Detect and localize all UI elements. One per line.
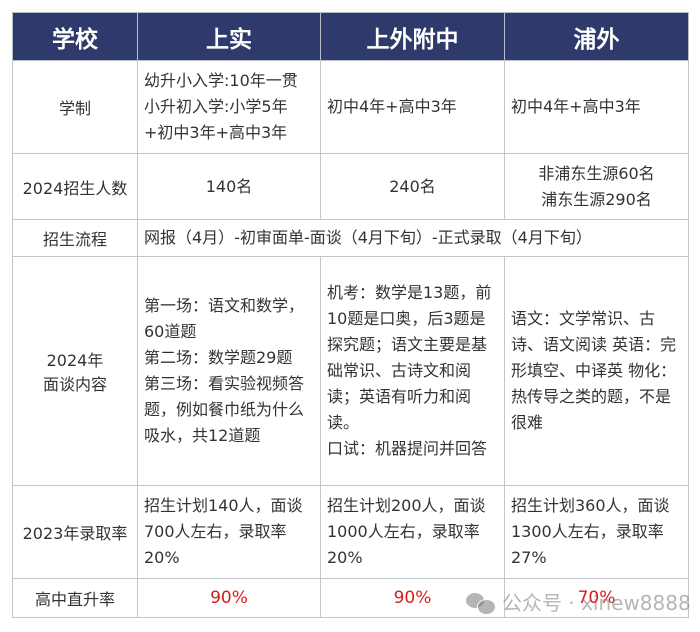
- row-admission-process: 招生流程 网报（4月）-初审面单-面谈（4月下旬）-正式录取（4月下旬）: [12, 219, 689, 257]
- cell: 非浦东生源60名 浦东生源290名: [504, 153, 689, 220]
- cell: 初中4年+高中3年: [504, 60, 689, 154]
- cell: 初中4年+高中3年: [320, 60, 505, 154]
- header-row: 学校 上实 上外附中 浦外: [12, 12, 689, 61]
- row-label: 2024年 面谈内容: [12, 256, 138, 486]
- row-school-system: 学制 幼升小入学:10年一贯 小升初入学:小学5年 +初中3年+高中3年 初中4…: [12, 60, 689, 154]
- header-shangwai-fuzhong: 上外附中: [320, 12, 505, 61]
- row-label: 学制: [12, 60, 138, 154]
- cell: 第一场：语文和数学，60道题 第二场：数学题29题 第三场：看实验视频答题，例如…: [137, 256, 321, 486]
- cell: 240名: [320, 153, 505, 220]
- cell: 70%: [504, 578, 689, 618]
- school-comparison-table: 学校 上实 上外附中 浦外 学制 幼升小入学:10年一贯 小升初入学:小学5年 …: [12, 12, 689, 618]
- row-label: 2024招生人数: [12, 153, 138, 220]
- cell: 幼升小入学:10年一贯 小升初入学:小学5年 +初中3年+高中3年: [137, 60, 321, 154]
- row-label: 2023年录取率: [12, 485, 138, 579]
- row-label: 高中直升率: [12, 578, 138, 618]
- cell: 90%: [320, 578, 505, 618]
- merged-cell: 网报（4月）-初审面单-面谈（4月下旬）-正式录取（4月下旬）: [137, 219, 689, 257]
- header-shangshi: 上实: [137, 12, 321, 61]
- row-interview-content: 2024年 面谈内容 第一场：语文和数学，60道题 第二场：数学题29题 第三场…: [12, 256, 689, 486]
- row-label: 招生流程: [12, 219, 138, 257]
- cell: 机考：数学是13题，前10题是口奥，后3题是探究题；语文主要是基础常识、古诗文和…: [320, 256, 505, 486]
- cell: 语文：文学常识、古诗、语文阅读 英语：完形填空、中译英 物化：热传导之类的题，不…: [504, 256, 689, 486]
- cell: 招生计划360人，面谈1300人左右，录取率27%: [504, 485, 689, 579]
- cell: 招生计划200人，面谈1000人左右，录取率20%: [320, 485, 505, 579]
- header-puwai: 浦外: [504, 12, 689, 61]
- cell: 140名: [137, 153, 321, 220]
- header-school: 学校: [12, 12, 138, 61]
- row-admission-rate-2023: 2023年录取率 招生计划140人，面谈700人左右，录取率20% 招生计划20…: [12, 485, 689, 579]
- row-direct-promotion-rate: 高中直升率 90% 90% 70%: [12, 578, 689, 618]
- row-enrollment-2024: 2024招生人数 140名 240名 非浦东生源60名 浦东生源290名: [12, 153, 689, 220]
- cell: 招生计划140人，面谈700人左右，录取率20%: [137, 485, 321, 579]
- cell: 90%: [137, 578, 321, 618]
